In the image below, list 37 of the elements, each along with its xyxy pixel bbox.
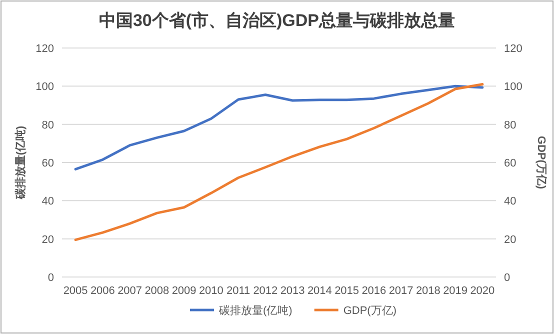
x-tick-label: 2012: [253, 285, 278, 297]
legend-label: GDP(万亿): [343, 305, 396, 317]
x-tick-label: 2018: [416, 285, 440, 297]
line-series: [74, 83, 484, 242]
x-tick-label: 2006: [90, 285, 115, 297]
x-tick-label: 2011: [226, 285, 250, 297]
x-tick-label: 2015: [334, 285, 360, 297]
x-tick-label: 2014: [307, 285, 332, 297]
x-tick-label: 2009: [172, 285, 196, 297]
y2-tick-label: 40: [504, 196, 516, 208]
legend-label: 碳排放量(亿吨): [218, 304, 292, 317]
x-tick-label: 2016: [362, 285, 386, 297]
x-tick-label: 2013: [280, 285, 305, 297]
y-axis-title: 碳排放量(亿吨): [14, 126, 27, 200]
y2-tick-label: 0: [504, 272, 510, 284]
y2-tick-label: 60: [504, 158, 516, 170]
x-tick-label: 2020: [470, 285, 495, 297]
x-tick-label: 2007: [118, 285, 142, 297]
line-series: [74, 84, 484, 170]
y-tick-label: 0: [48, 272, 54, 284]
y-tick-label: 100: [36, 81, 54, 94]
y2-tick-label: 80: [504, 119, 516, 132]
x-tick-label: 2010: [198, 285, 224, 297]
y-tick-label: 120: [36, 43, 54, 55]
y-tick-label: 60: [42, 158, 54, 170]
x-tick-label: 2008: [144, 285, 170, 297]
y-tick-label: 20: [42, 234, 54, 246]
chart-title: 中国30个省(市、自治区)GDP总量与碳排放总量: [98, 11, 456, 30]
y2-tick-label: 100: [504, 81, 522, 94]
y2-tick-label: 20: [504, 234, 516, 246]
y-tick-label: 80: [42, 119, 54, 132]
x-tick-label: 2017: [388, 285, 414, 297]
y2-tick-label: 120: [504, 43, 522, 55]
x-tick-label: 2019: [443, 285, 468, 297]
x-tick-label: 2005: [63, 285, 88, 297]
y2-axis-title: GDP(万亿): [535, 136, 547, 190]
y-tick-label: 40: [42, 196, 54, 208]
